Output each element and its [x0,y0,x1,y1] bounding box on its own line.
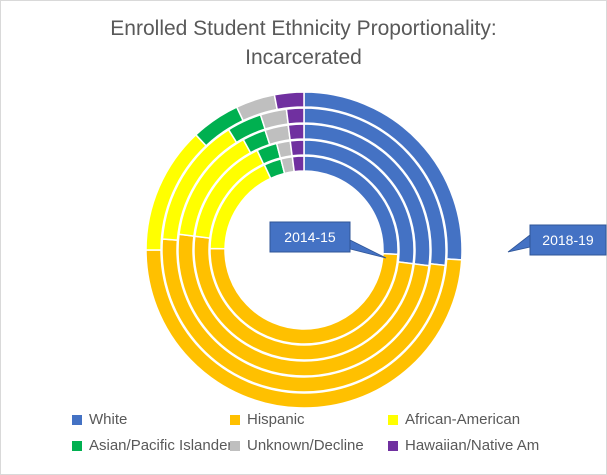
ring-2018-19 [145,91,463,409]
legend-item-hispanic: Hispanic [230,411,305,428]
ring-2015-16 [193,139,415,361]
ring-2014-15 [209,155,399,345]
legend-item-unknown-decline: Unknown/Decline [230,437,364,454]
slice-2016-17-hawaiian-native-am [287,123,305,141]
legend-swatch [72,440,82,451]
legend-item-white: White [72,411,127,428]
legend-label: Hawaiian/Native Am [405,437,540,454]
chart-title-line-1: Enrolled Student Ethnicity Proportionali… [110,17,497,40]
callout-box [529,224,607,256]
legend-label: Asian/Pacific Islander [89,437,233,454]
slice-2018-19-hawaiian-native-am [273,91,305,111]
callout-box [269,221,351,253]
ring-2016-17 [177,123,431,377]
callout-2014-15: 2014-15 [269,221,387,259]
legend-swatch [388,414,398,425]
legend-swatch [230,440,240,451]
legend-label: White [89,411,128,428]
callout-label: 2014-15 [284,229,336,245]
legend-item-hawaiian-native-am: Hawaiian/Native Am [388,437,539,454]
legend-label: African-American [405,411,521,428]
legend-label: Unknown/Decline [247,437,364,454]
callout-label: 2018-19 [542,232,594,248]
slice-2015-16-unknown-decline [275,140,293,159]
slice-2015-16-hawaiian-native-am [289,139,305,157]
slice-2017-18-hawaiian-native-am [285,107,305,125]
ring-2017-18 [161,107,447,393]
legend-label: Hispanic [247,411,305,428]
legend-item-asian-pacific-islander: Asian/Pacific Islander [72,437,232,454]
slice-2014-15-hawaiian-native-am [291,155,305,173]
chart-title: Enrolled Student Ethnicity Proportionali… [0,14,607,72]
legend-item-african-american: African-American [388,411,520,428]
legend-swatch [230,414,240,425]
chart-title-line-2: Incarcerated [245,46,362,69]
callout-2018-19: 2018-19 [507,224,607,256]
legend-swatch [388,440,398,451]
legend-swatch [72,414,82,425]
callout-pointer [507,234,531,253]
callout-pointer [345,237,387,259]
